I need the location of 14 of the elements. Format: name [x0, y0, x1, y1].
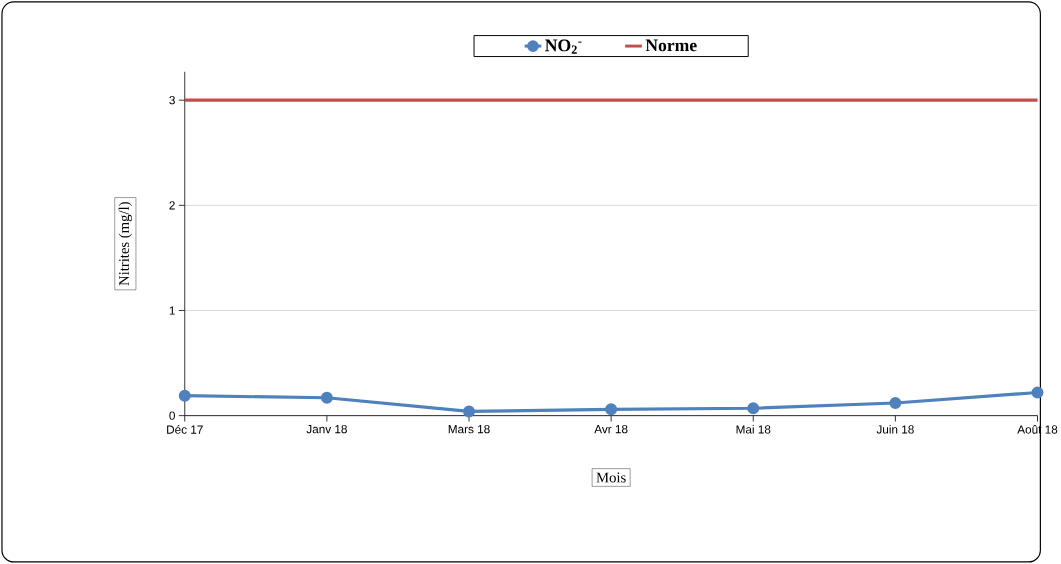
y-tick-label: 1 [169, 306, 175, 315]
x-tick-label: Déc 17 [167, 425, 203, 434]
y-tick-label: 2 [169, 201, 175, 210]
y-axis-title: Nitrites (mg/l) [118, 202, 133, 286]
x-tick-label: Juin 18 [876, 425, 914, 434]
y-tick-label: 0 [169, 411, 175, 420]
legend-label: NO$_{2}$- [545, 39, 582, 54]
x-tick-label: Janv 18 [306, 425, 347, 434]
y-tick-label: 3 [169, 96, 175, 105]
x-tick-label: Mars 18 [448, 425, 490, 434]
x-axis-title: Mois [596, 472, 626, 483]
x-tick-label: Avr 18 [594, 425, 628, 434]
x-tick-label: Mai 18 [736, 425, 771, 434]
legend-label: Norme [645, 39, 697, 52]
